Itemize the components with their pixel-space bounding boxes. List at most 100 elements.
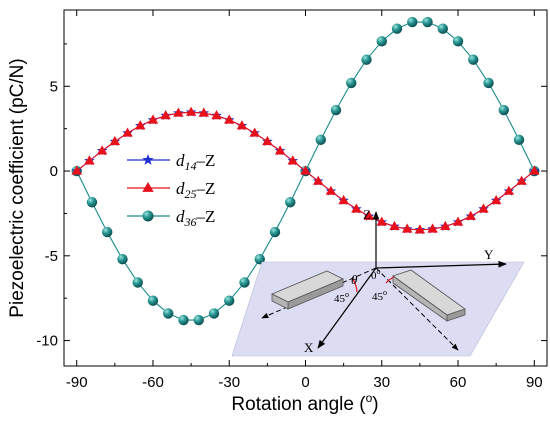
x-tick-label: 90 xyxy=(526,374,543,391)
data-point-d36 xyxy=(224,295,235,306)
series-d36 xyxy=(71,16,540,326)
inset-left-plate xyxy=(271,270,344,310)
data-point-d25 xyxy=(96,145,108,155)
data-point-d25 xyxy=(236,120,248,130)
data-point-d25 xyxy=(185,106,197,116)
data-point-d36 xyxy=(361,54,372,65)
legend-entry-d14: d14–Z xyxy=(127,151,215,173)
data-point-d25 xyxy=(338,195,349,205)
data-point-d36 xyxy=(346,77,357,89)
inset-label-theta: θ xyxy=(351,272,358,287)
data-point-d25 xyxy=(211,110,222,120)
inset-label-45-right: 45o xyxy=(372,288,387,303)
data-point-d25 xyxy=(376,216,387,226)
data-point-d36 xyxy=(498,104,509,116)
legend-marker-d14 xyxy=(142,154,154,165)
data-point-d36 xyxy=(147,295,159,306)
data-point-d36 xyxy=(102,226,113,238)
data-point-d25 xyxy=(300,165,311,175)
y-tick-label: -5 xyxy=(45,248,58,265)
data-point-d36 xyxy=(468,54,479,65)
data-point-d25 xyxy=(414,224,426,234)
data-point-d25 xyxy=(71,165,82,175)
data-point-d36 xyxy=(330,104,342,116)
legend-label-d36: d36–Z xyxy=(176,207,215,229)
data-point-d25 xyxy=(135,120,146,130)
x-tick-label: -90 xyxy=(66,374,88,391)
legend-entry-d25: d25–Z xyxy=(127,179,215,201)
data-point-d36 xyxy=(117,254,128,265)
inset-angle-arc-right xyxy=(385,276,395,284)
data-point-d25 xyxy=(529,165,540,175)
data-point-d25 xyxy=(160,110,171,120)
data-point-d25 xyxy=(389,220,400,231)
data-point-d36 xyxy=(86,197,98,208)
data-point-d25 xyxy=(198,107,210,117)
data-point-d25 xyxy=(427,223,438,233)
y-tick-label: 0 xyxy=(50,163,58,180)
data-point-d25 xyxy=(440,220,451,231)
series-d25 xyxy=(71,106,540,234)
inset-angle-arc-left xyxy=(351,277,358,293)
data-point-d25 xyxy=(173,107,184,117)
data-point-d36 xyxy=(285,197,296,208)
data-point-d25 xyxy=(147,114,159,124)
data-point-d25 xyxy=(274,145,286,155)
data-point-d25 xyxy=(84,155,95,165)
data-point-d36 xyxy=(513,134,525,146)
plot-area xyxy=(71,16,540,326)
legend-label-d25: d25–Z xyxy=(176,179,215,201)
data-point-d36 xyxy=(391,23,403,34)
x-axis-ticks: -90 -60 -30 0 30 60 90 xyxy=(66,10,543,391)
data-point-d25 xyxy=(478,203,489,213)
data-point-d36 xyxy=(483,77,494,89)
data-point-d25 xyxy=(312,175,324,185)
data-point-d25 xyxy=(122,127,133,137)
data-point-d25 xyxy=(109,136,121,146)
data-point-d36 xyxy=(376,36,387,47)
data-point-d25 xyxy=(287,155,299,165)
data-point-d36 xyxy=(437,23,448,34)
data-point-d25 xyxy=(351,203,362,213)
inset-y-axis xyxy=(375,260,507,269)
legend-label-d14: d14–Z xyxy=(176,151,215,173)
y-tick-label: 5 xyxy=(50,78,58,95)
legend: d14–Z d25–Z d36–Z xyxy=(127,151,215,229)
data-point-d25 xyxy=(249,127,260,137)
data-point-d25 xyxy=(490,195,502,205)
data-point-d25 xyxy=(503,185,515,195)
y-axis-title: Piezoelectric coefficient (pC/N) xyxy=(7,58,28,317)
inset-label-z: Z xyxy=(363,207,371,222)
data-point-d36 xyxy=(132,277,143,288)
data-point-d25 xyxy=(325,185,337,195)
x-tick-label: -30 xyxy=(218,374,240,391)
data-point-d36 xyxy=(422,16,433,28)
data-point-d36 xyxy=(178,314,189,326)
inset-diagram: Z Y X θ 0o 45o 45o xyxy=(231,207,525,357)
data-point-d25 xyxy=(401,223,413,233)
data-point-d36 xyxy=(407,16,418,28)
legend-entry-d36: d36–Z xyxy=(127,207,215,229)
x-tick-label: -60 xyxy=(142,374,164,391)
legend-marker-d36 xyxy=(142,210,154,222)
inset-x-axis xyxy=(317,267,377,349)
data-point-d25 xyxy=(262,136,273,146)
x-tick-label: 60 xyxy=(450,374,467,391)
y-axis-ticks: -10 -5 0 5 xyxy=(36,43,547,350)
inset-right-plate xyxy=(392,269,466,322)
x-tick-label: 30 xyxy=(373,374,390,391)
data-point-d36 xyxy=(269,226,281,238)
data-point-d25 xyxy=(363,210,375,220)
y-tick-label: -10 xyxy=(36,333,58,350)
data-point-d36 xyxy=(208,308,220,319)
data-point-d36 xyxy=(452,36,464,47)
data-point-d25 xyxy=(452,216,464,226)
inset-label-y: Y xyxy=(484,247,494,262)
inset-label-zero: 0o xyxy=(371,267,381,282)
legend-marker-d25 xyxy=(142,182,154,192)
x-tick-label: 0 xyxy=(301,374,309,391)
data-point-d36 xyxy=(193,314,204,326)
data-point-d25 xyxy=(516,175,527,185)
inset-plane xyxy=(231,261,525,357)
inset-label-45-left: 45o xyxy=(334,290,349,305)
